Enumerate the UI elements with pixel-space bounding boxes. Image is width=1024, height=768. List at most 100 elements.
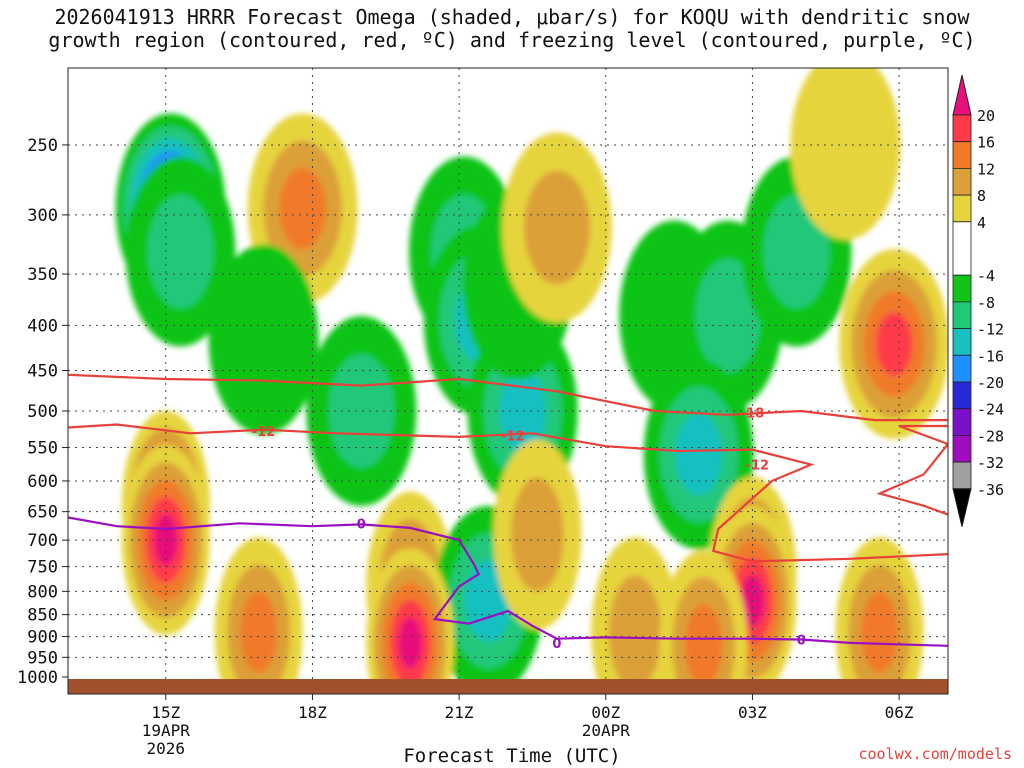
freezing-contour-label: 0 (357, 517, 366, 532)
colorbar-band (952, 461, 972, 490)
colorbar-band (952, 221, 972, 276)
y-tick-label: 250 (27, 136, 58, 156)
omega-cell (125, 156, 236, 347)
omega-band (875, 312, 913, 376)
x-tick-label: 03Z (738, 703, 767, 722)
y-tick-label: 650 (27, 503, 58, 523)
y-tick-label: 750 (27, 558, 58, 578)
freezing-contour-line (68, 516, 948, 647)
colorbar-band (952, 194, 972, 223)
y-tick-label: 900 (27, 628, 58, 648)
colorbar-band (952, 434, 972, 463)
colorbar-label: -16 (977, 347, 1004, 365)
dendritic-growth-contours: -12 -12 -18 -12 (68, 373, 948, 563)
colorbar-label: -36 (977, 481, 1004, 499)
colorbar-bottom-arrow (952, 488, 972, 527)
omega-cell (835, 537, 924, 680)
ground-band (68, 679, 948, 694)
omega-band (208, 244, 319, 435)
dgz-contour-line (876, 424, 948, 516)
omega-cell (839, 249, 948, 440)
freezing-level-contour: 0 0 0 (68, 516, 948, 652)
y-tick-label: 300 (27, 206, 58, 226)
colorbar-label: -28 (977, 427, 1004, 445)
x-tick-year: 2026 (147, 739, 186, 758)
colorbar-label: -20 (977, 374, 1004, 392)
x-tick-label: 18Z (298, 703, 327, 722)
credit-text: coolwx.com/models (858, 745, 1012, 763)
freezing-contour-label: 0 (797, 634, 806, 649)
y-tick-label: 700 (27, 531, 58, 551)
omega-band (499, 370, 547, 452)
colorbar-label: 16 (977, 134, 995, 152)
x-tick-label: 00Z (591, 703, 620, 722)
freezing-contour-label: 0 (552, 637, 561, 652)
omega-band (790, 68, 901, 240)
omega-band (239, 591, 278, 673)
colorbar-band (952, 408, 972, 436)
colorbar-top-arrow (952, 74, 972, 116)
colorbar-band (952, 381, 972, 410)
colorbar-band (952, 354, 972, 383)
colorbar-label: 4 (977, 214, 986, 232)
omega-cell (214, 537, 303, 680)
omega-cell (208, 244, 319, 435)
omega-band (675, 413, 723, 496)
omega-band (153, 514, 178, 567)
y-tick-label: 600 (27, 472, 58, 492)
omega-cell (306, 315, 417, 506)
omega-cell (366, 547, 455, 680)
y-tick-label: 950 (27, 648, 58, 668)
omega-band (398, 616, 423, 669)
colorbar-label: -8 (977, 294, 995, 312)
omega-cell (493, 439, 582, 630)
colorbar: 20 16 12 8 4 -4 -8 -12 -16 -20 -24 -28 -32 -36 (952, 74, 1004, 527)
colorbar-label: -24 (977, 401, 1004, 419)
colorbar-label: 12 (977, 160, 995, 178)
chart-title: 2026041913 HRRR Forecast Omega (shaded, … (0, 6, 1024, 52)
title-line-2: growth region (contoured, red, ºC) and f… (48, 28, 976, 52)
y-tick-label: 850 (27, 606, 58, 626)
omega-band (684, 604, 723, 680)
x-tick-label: 15Z (151, 703, 180, 722)
omega-cell (790, 68, 901, 240)
colorbar-label: 20 (977, 107, 995, 125)
omega-band (763, 194, 830, 309)
omega-band (279, 167, 327, 250)
x-axis-title: Forecast Time (UTC) (403, 745, 621, 767)
x-tick-date: 19APR (142, 721, 191, 740)
colorbar-label: -32 (977, 454, 1004, 472)
colorbar-band (952, 167, 972, 196)
colorbar-band (952, 328, 972, 356)
colorbar-band (952, 274, 972, 303)
omega-cell (659, 550, 748, 680)
y-tick-label: 350 (27, 265, 58, 285)
omega-band (510, 477, 564, 592)
colorbar-label: -12 (977, 321, 1004, 339)
y-axis-ticks: 2503003504004505005506006507007508008509… (17, 136, 68, 688)
dgz-contour-label: -12 (252, 425, 276, 440)
colorbar-label: -4 (977, 267, 995, 285)
x-tick-label: 21Z (445, 703, 474, 722)
y-tick-label: 450 (27, 362, 58, 382)
x-tick-label: 06Z (885, 703, 914, 722)
dgz-contour-label: -12 (501, 430, 525, 445)
omega-band (147, 194, 214, 309)
omega-band (695, 258, 761, 373)
omega-band (523, 170, 590, 285)
dgz-contour-label: -18 (741, 407, 765, 422)
colorbar-band (952, 114, 972, 143)
plot-frame (67, 67, 949, 695)
omega-cell (121, 445, 210, 636)
omega-band (608, 575, 662, 680)
y-tick-label: 1000 (17, 668, 58, 688)
dgz-contour-line (68, 373, 948, 422)
colorbar-band (952, 141, 972, 169)
omega-cell (501, 132, 612, 323)
x-tick-date: 20APR (582, 721, 631, 740)
y-tick-label: 800 (27, 582, 58, 602)
omega-band (328, 353, 395, 468)
y-tick-label: 400 (27, 316, 58, 336)
dgz-contour-line (68, 423, 948, 563)
